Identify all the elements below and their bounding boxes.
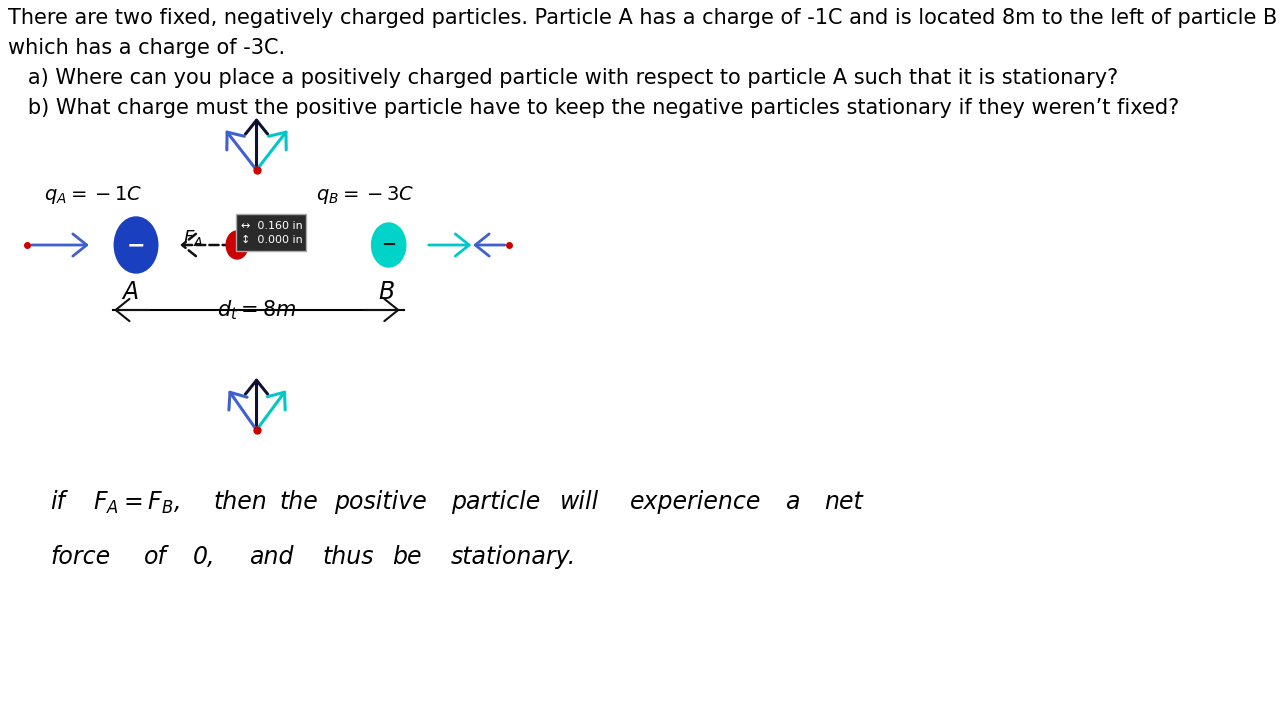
Text: if: if xyxy=(50,490,65,514)
Text: be: be xyxy=(393,545,422,569)
Circle shape xyxy=(227,231,248,259)
Text: $q_A = -1C$: $q_A = -1C$ xyxy=(45,184,142,206)
Text: the: the xyxy=(280,490,319,514)
Text: will: will xyxy=(559,490,599,514)
Text: $q_B = -3C$: $q_B = -3C$ xyxy=(316,184,415,206)
Text: stationary.: stationary. xyxy=(451,545,576,569)
Text: a: a xyxy=(785,490,800,514)
FancyBboxPatch shape xyxy=(237,214,306,251)
Text: −: − xyxy=(381,236,397,254)
Text: 0,: 0, xyxy=(193,545,215,569)
Text: A: A xyxy=(123,280,138,304)
Text: B: B xyxy=(378,280,394,304)
Text: $d_t = 8m$: $d_t = 8m$ xyxy=(216,298,296,322)
Circle shape xyxy=(114,217,157,273)
Text: of: of xyxy=(143,545,166,569)
Text: experience: experience xyxy=(630,490,762,514)
Text: ↔  0.160 in: ↔ 0.160 in xyxy=(241,221,303,231)
Text: thus: thus xyxy=(323,545,374,569)
Text: then: then xyxy=(214,490,268,514)
Text: and: and xyxy=(248,545,293,569)
Text: ↕  0.000 in: ↕ 0.000 in xyxy=(241,235,303,245)
Text: There are two fixed, negatively charged particles. Particle A has a charge of -1: There are two fixed, negatively charged … xyxy=(8,8,1277,28)
Circle shape xyxy=(371,223,406,267)
Text: particle: particle xyxy=(451,490,540,514)
Text: which has a charge of -3C.: which has a charge of -3C. xyxy=(8,38,285,58)
Text: −: − xyxy=(127,235,146,255)
Text: net: net xyxy=(824,490,863,514)
Text: b) What charge must the positive particle have to keep the negative particles st: b) What charge must the positive particl… xyxy=(8,98,1179,118)
Text: a) Where can you place a positively charged particle with respect to particle A : a) Where can you place a positively char… xyxy=(8,68,1117,88)
Text: positive: positive xyxy=(334,490,428,514)
Text: $F_A$: $F_A$ xyxy=(183,228,202,248)
Text: force: force xyxy=(50,545,110,569)
Text: $F_A = F_B$,: $F_A = F_B$, xyxy=(93,490,180,516)
